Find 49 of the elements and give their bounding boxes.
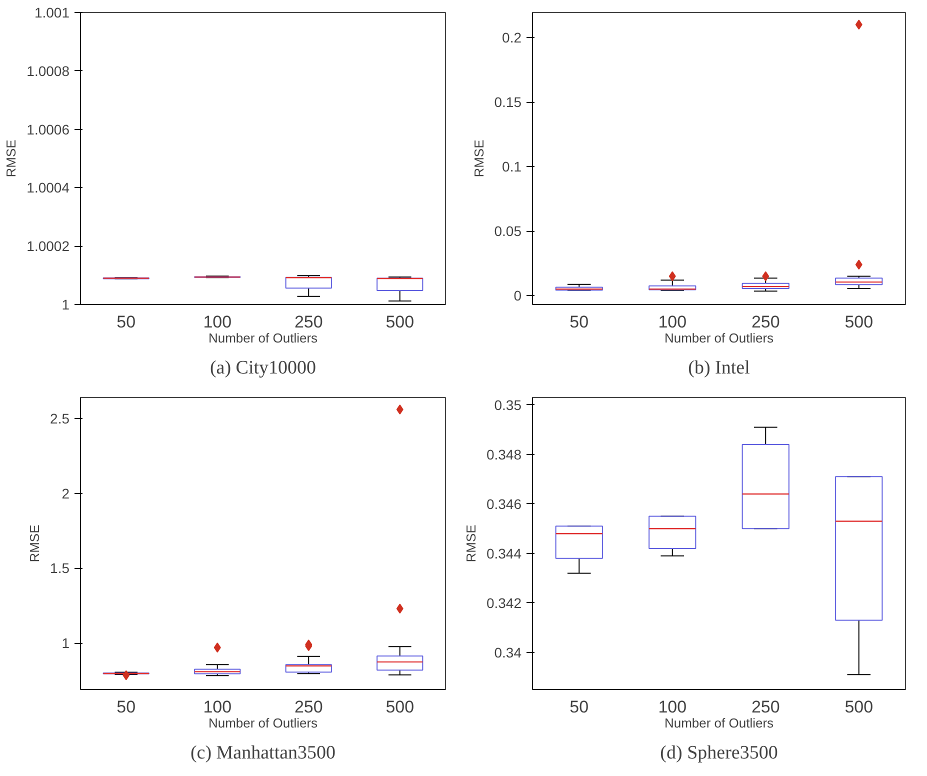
x-tick-label: 100 <box>203 312 232 332</box>
y-tick-label: 0.342 <box>486 594 522 611</box>
y-tick-label: 1.0004 <box>26 180 70 196</box>
y-tick-label: 0.05 <box>494 223 522 240</box>
x-tick-label: 100 <box>658 698 687 716</box>
y-tick-label: 1.0006 <box>26 121 70 138</box>
y-tick-label: 0.2 <box>502 30 522 46</box>
y-tick-label: 0.344 <box>486 545 522 562</box>
x-axis-title: Number of Outliers <box>208 330 318 346</box>
y-axis-title: RMSE <box>471 139 486 178</box>
text: (a) City10000 <box>210 358 316 378</box>
y-tick-label: 1 <box>62 635 70 652</box>
y-tick-label: 0.34 <box>494 644 522 660</box>
x-tick-label: 50 <box>116 698 136 716</box>
y-tick-label: 1.0008 <box>26 62 70 79</box>
y-tick-label: 0.35 <box>494 396 522 413</box>
y-axis-title: RMSE <box>463 524 478 562</box>
y-tick-label: 1.0002 <box>26 238 70 254</box>
x-axis-title: Number of Outliers <box>664 716 774 730</box>
x-tick-label: 250 <box>294 698 323 716</box>
x-tick-label: 250 <box>751 698 780 716</box>
x-tick-label: 50 <box>570 312 589 332</box>
x-tick-label: 100 <box>203 698 232 716</box>
text: (c) Manhattan3500 <box>190 742 336 764</box>
y-tick-label: 0.1 <box>502 158 522 175</box>
x-tick-label: 500 <box>386 312 414 332</box>
y-tick-label: 0 <box>514 288 522 304</box>
x-tick-label: 50 <box>116 312 136 332</box>
x-axis-title: Number of Outliers <box>664 330 774 346</box>
text: (b) Intel <box>688 358 750 378</box>
x-tick-label: 100 <box>658 312 687 332</box>
x-tick-label: 50 <box>570 698 589 716</box>
y-tick-label: 2 <box>62 485 70 502</box>
y-tick-label: 0.15 <box>494 94 522 110</box>
y-tick-label: 0.346 <box>486 496 522 512</box>
x-tick-label: 250 <box>751 312 780 332</box>
x-axis-title: Number of Outliers <box>208 716 318 730</box>
x-tick-label: 250 <box>294 312 323 332</box>
text: (d) Sphere3500 <box>660 742 778 764</box>
y-tick-label: 1.001 <box>34 4 70 20</box>
y-tick-label: 1.5 <box>50 560 70 576</box>
y-axis-title: RMSE <box>27 524 42 562</box>
y-tick-label: 0.348 <box>486 446 522 462</box>
y-tick-label: 1 <box>62 296 70 312</box>
y-axis-title: RMSE <box>4 139 19 178</box>
x-tick-label: 500 <box>844 698 874 716</box>
x-tick-label: 500 <box>386 698 414 716</box>
x-tick-label: 500 <box>844 312 874 332</box>
y-tick-label: 2.5 <box>50 410 70 426</box>
